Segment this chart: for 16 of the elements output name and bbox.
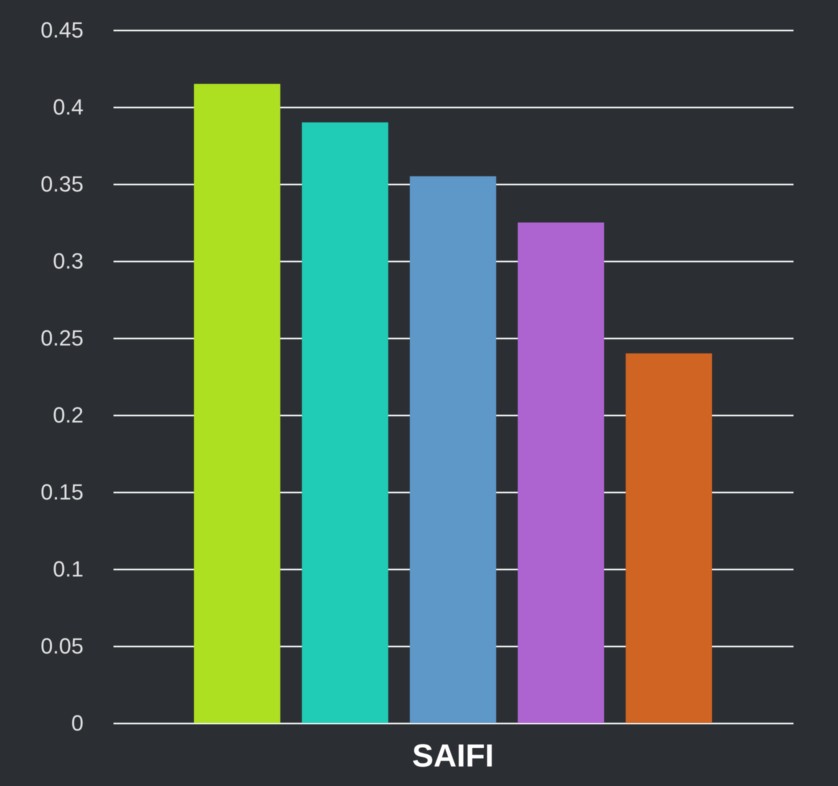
- bar: [626, 353, 712, 723]
- y-tick-label: 0.35: [40, 172, 84, 196]
- y-tick-label: 0.4: [52, 94, 84, 120]
- y-tick-label: 0.1: [52, 556, 84, 582]
- bar: [194, 84, 280, 723]
- bar: [518, 222, 604, 723]
- y-tick-label: 0.05: [40, 634, 84, 658]
- y-tick-label: 0.2: [52, 402, 84, 428]
- bar: [410, 176, 496, 723]
- y-tick-label: 0.45: [40, 18, 84, 42]
- y-tick-label: 0.3: [52, 248, 84, 274]
- y-tick-label: 0: [71, 710, 84, 736]
- x-tick-label: SAIFI: [412, 738, 494, 774]
- y-tick-label: 0.25: [40, 326, 84, 350]
- y-tick-label: 0.15: [40, 480, 84, 504]
- bar: [302, 122, 388, 723]
